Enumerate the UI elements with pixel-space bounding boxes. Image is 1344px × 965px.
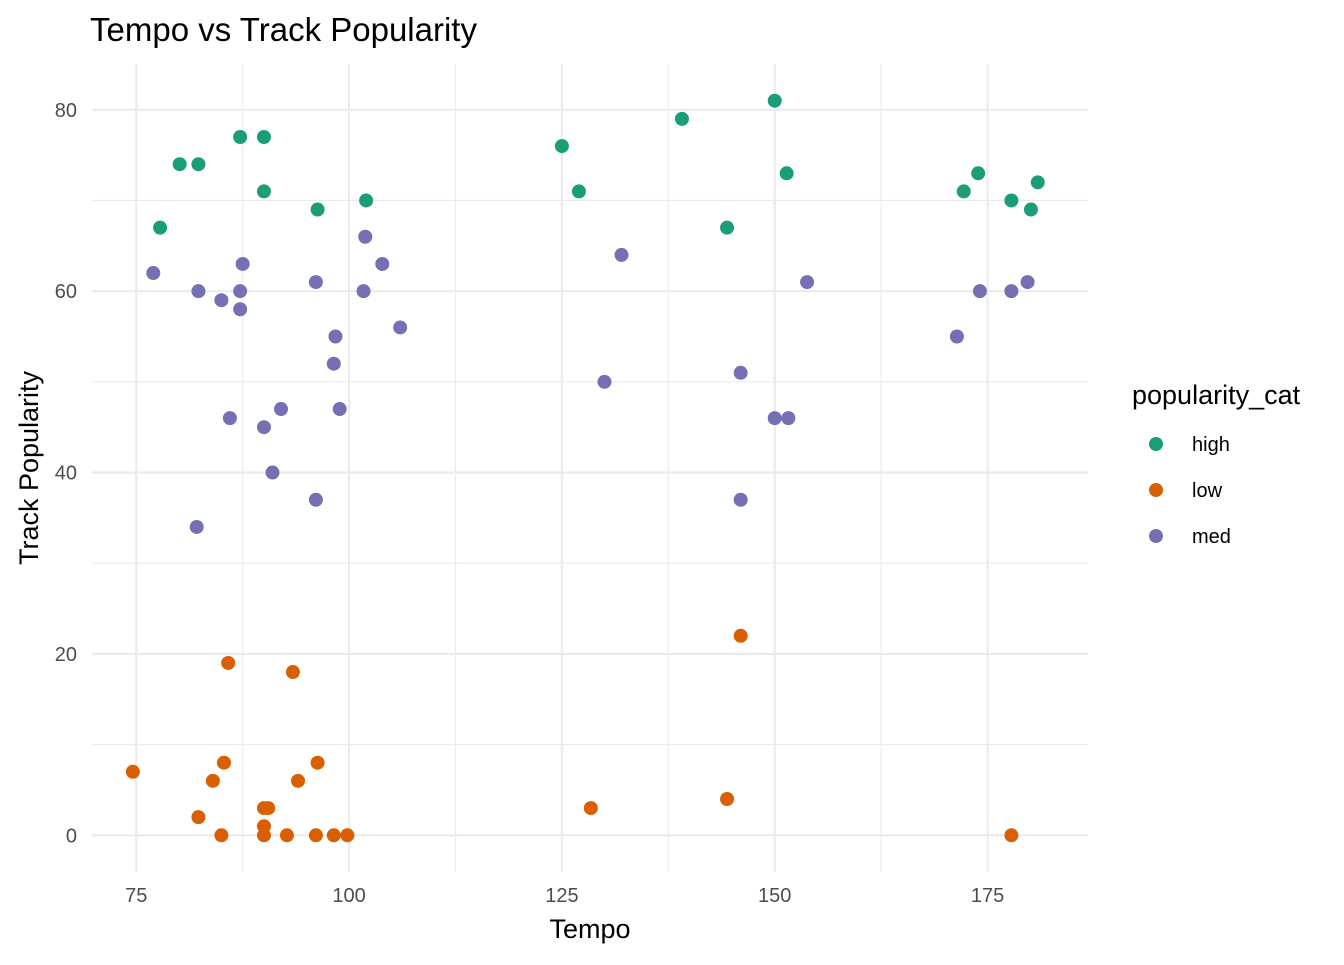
data-point-low [214,828,229,843]
legend-key-med [1149,529,1163,543]
data-point-low [340,828,355,843]
data-point-med [233,284,248,299]
tick-labels: 0 20 40 60 80 75 100 125 150 175 [55,100,1004,907]
y-axis-label: Track Popularity [14,370,44,565]
grid-layer [92,64,1088,872]
data-point-med [328,329,343,344]
data-point-high [233,130,248,145]
data-point-low [279,828,294,843]
legend-items: high low med [1149,434,1231,548]
data-point-med [235,256,250,271]
data-point-med [733,492,748,507]
points-layer [125,93,1045,843]
data-point-high [571,184,586,199]
data-point-med [265,465,280,480]
data-point-low [221,655,236,670]
data-point-low [310,755,325,770]
data-point-med [1004,284,1019,299]
y-tick-label: 80 [55,100,77,122]
data-point-high [1023,202,1038,217]
data-point-high [720,220,735,235]
data-point-med [356,284,371,299]
data-point-med [781,411,796,426]
legend-title: popularity_cat [1132,380,1301,410]
data-point-med [189,519,204,534]
data-point-high [172,157,187,172]
chart-title: Tempo vs Track Popularity [90,11,477,48]
data-point-med [308,492,323,507]
data-point-med [949,329,964,344]
data-point-med [767,411,782,426]
data-point-med [800,275,815,290]
y-tick-label: 20 [55,644,77,666]
x-tick-label: 175 [971,885,1004,907]
data-point-low [256,828,271,843]
legend-key-low [1149,483,1163,497]
data-point-high [779,166,794,181]
x-axis-label: Tempo [549,914,630,944]
data-point-high [191,157,206,172]
data-point-high [359,193,374,208]
data-point-med [358,229,373,244]
data-point-high [674,111,689,126]
data-point-low [216,755,231,770]
data-point-med [614,247,629,262]
legend-key-high [1149,437,1163,451]
data-point-low [125,764,140,779]
x-tick-label: 100 [332,885,365,907]
data-point-med [733,365,748,380]
data-point-med [222,411,237,426]
x-tick-label: 125 [545,885,578,907]
x-tick-label: 75 [125,885,147,907]
data-point-low [720,791,735,806]
data-point-med [191,284,206,299]
data-point-med [146,266,161,281]
data-point-med [1020,275,1035,290]
data-point-low [205,773,220,788]
data-point-low [583,801,598,816]
data-point-high [310,202,325,217]
data-point-low [1004,828,1019,843]
legend-label-med: med [1192,526,1231,548]
data-point-high [256,130,271,145]
data-point-high [1004,193,1019,208]
data-point-high [971,166,986,181]
data-point-high [554,139,569,154]
y-tick-label: 0 [66,825,77,847]
legend-label-high: high [1192,434,1230,456]
data-point-high [153,220,168,235]
data-point-low [291,773,306,788]
data-point-med [332,402,347,417]
data-point-med [214,293,229,308]
data-point-high [256,184,271,199]
data-point-med [393,320,408,335]
data-point-high [956,184,971,199]
data-point-low [308,828,323,843]
data-point-med [375,256,390,271]
data-point-med [972,284,987,299]
data-point-low [191,810,206,825]
y-tick-label: 60 [55,281,77,303]
data-point-med [326,356,341,371]
legend: popularity_cat high low med [1132,380,1301,548]
data-point-med [256,420,271,435]
data-point-low [326,828,341,843]
data-point-high [767,93,782,108]
data-point-med [308,275,323,290]
data-point-low [733,628,748,643]
data-point-med [273,402,288,417]
data-point-med [233,302,248,317]
y-tick-label: 40 [55,463,77,485]
data-point-med [597,374,612,389]
data-point-high [1030,175,1045,190]
legend-label-low: low [1192,480,1223,502]
x-tick-label: 150 [758,885,791,907]
data-point-low [261,801,276,816]
data-point-low [285,665,300,680]
